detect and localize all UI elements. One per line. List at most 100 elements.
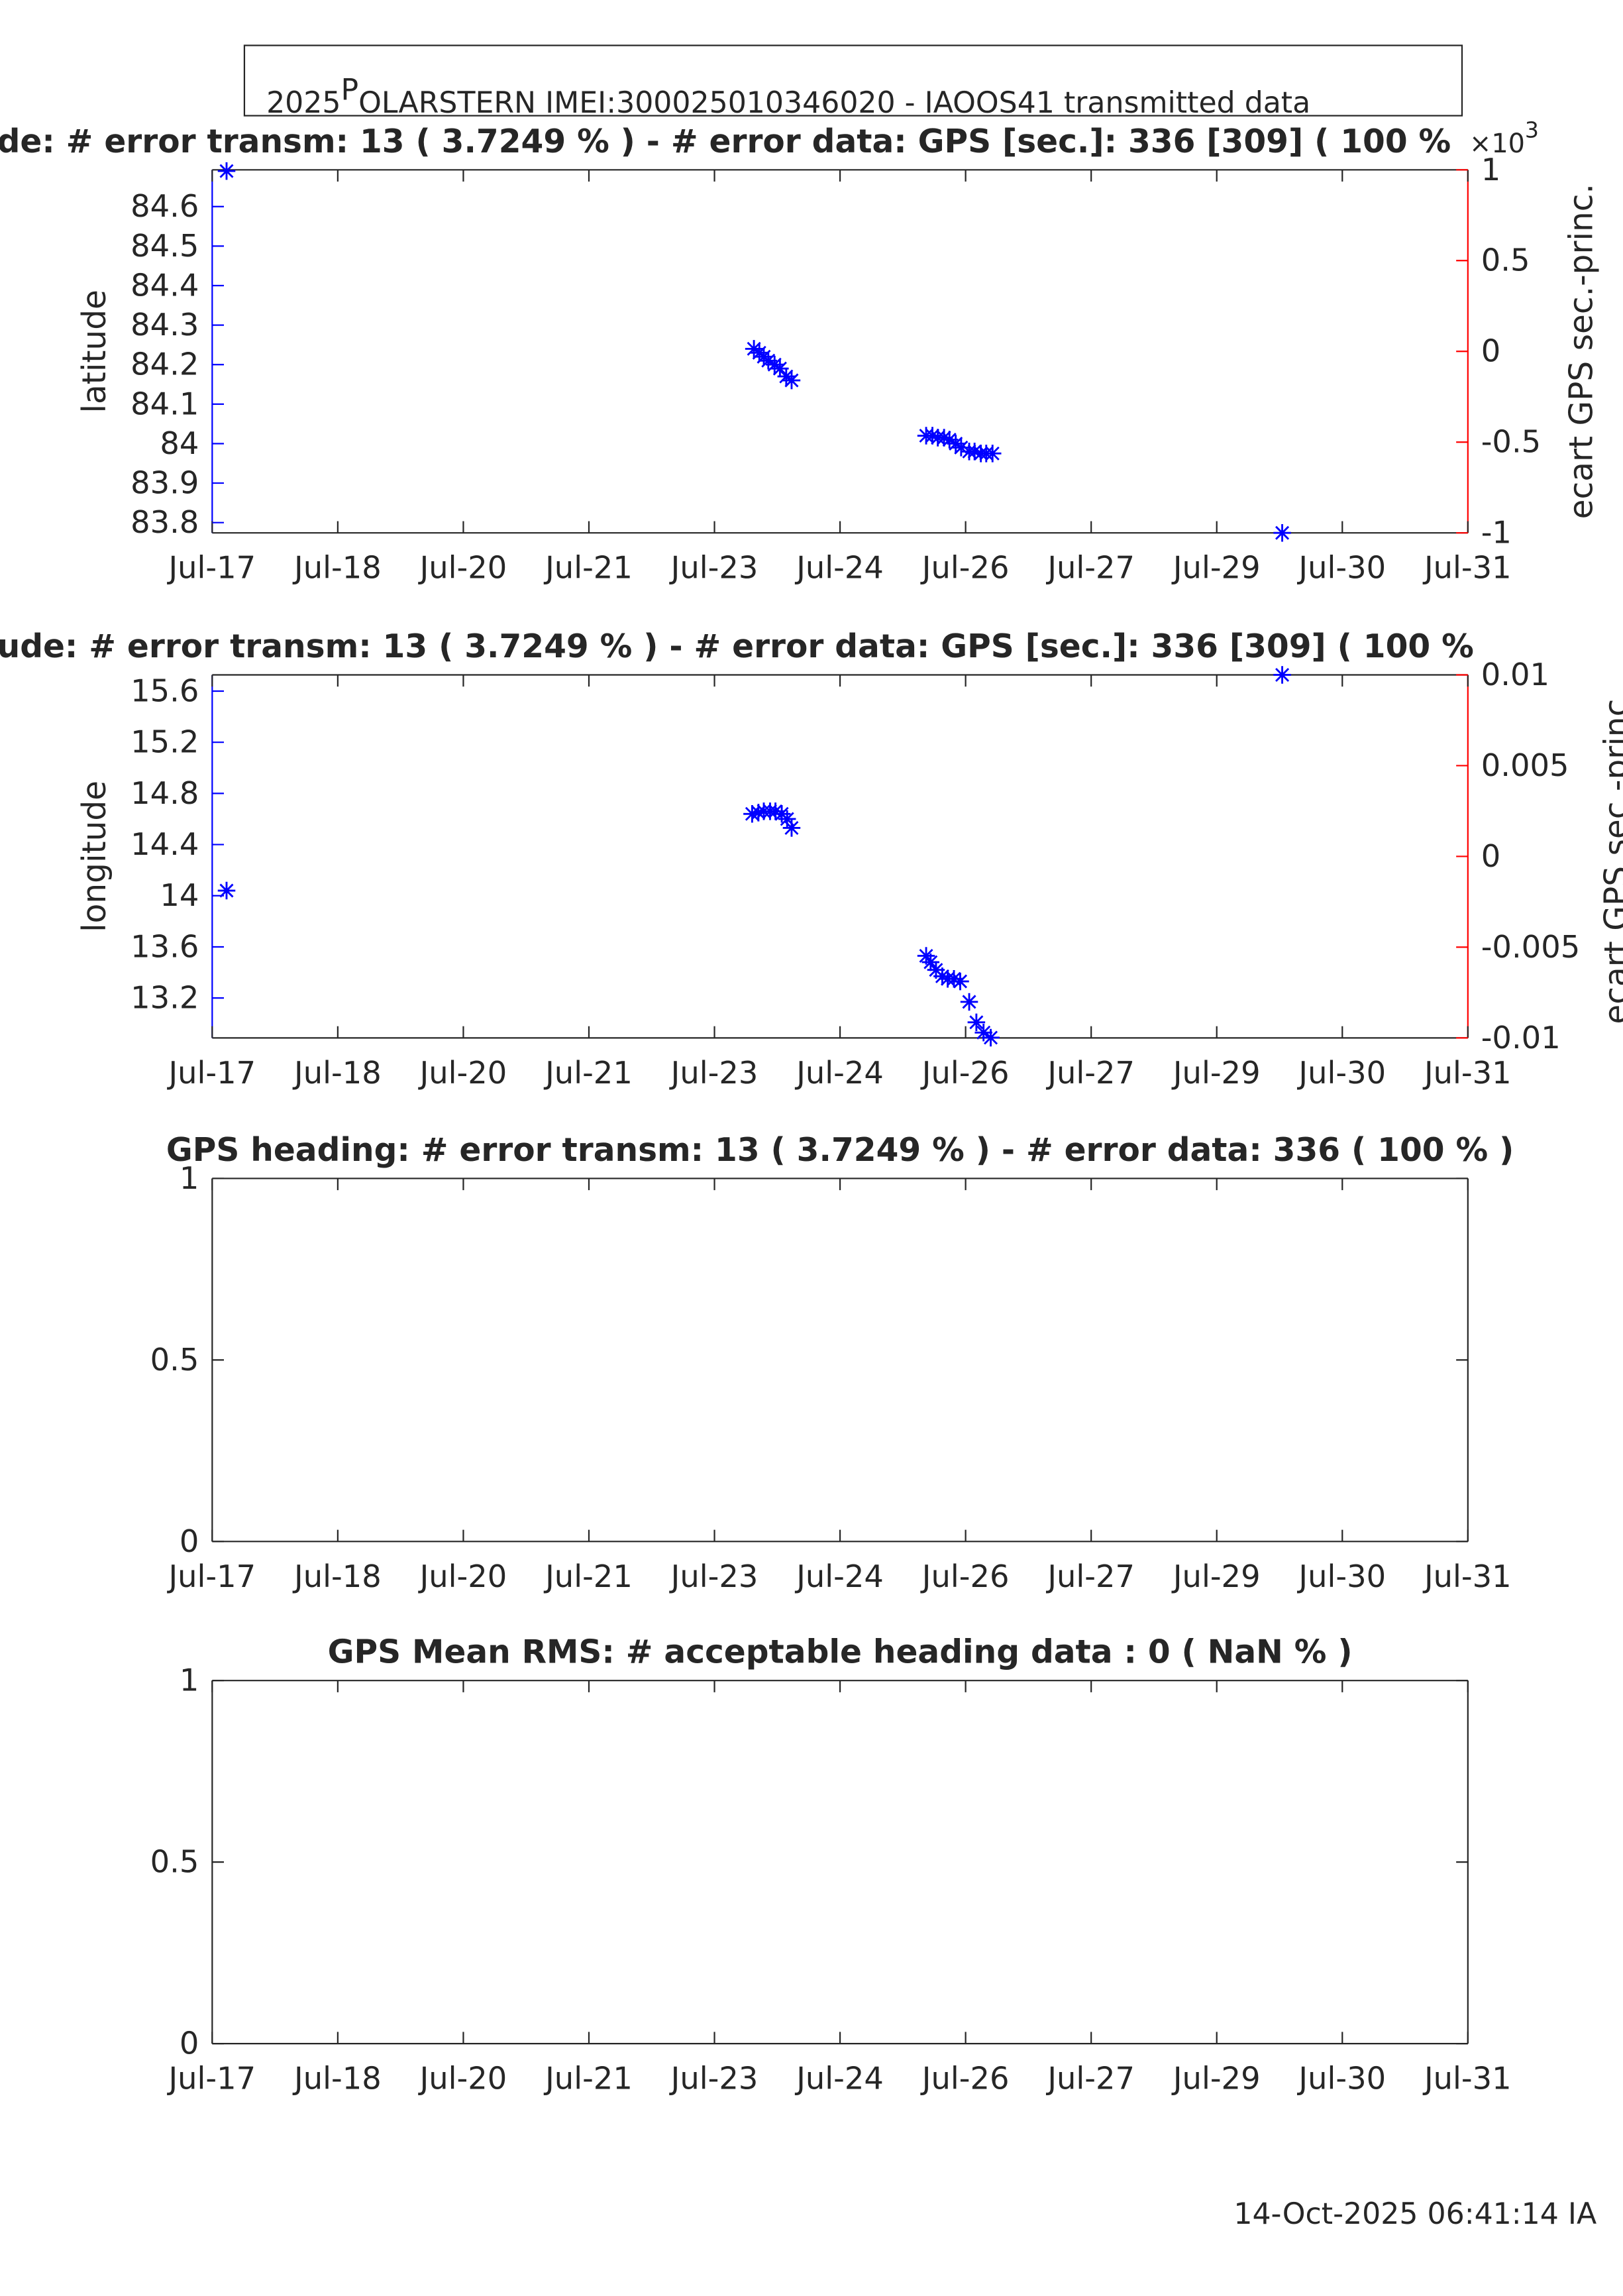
- y-tick-label: 14.8: [131, 775, 199, 811]
- x-tick-label: Jul-21: [543, 2061, 633, 2097]
- data-point: [960, 993, 978, 1011]
- data-point: [778, 810, 796, 828]
- y-tick-label: 1: [180, 1160, 199, 1196]
- y2-factor-base: ×10: [1469, 129, 1525, 159]
- data-point: [217, 881, 236, 900]
- chart-title: GPS Mean RMS: # acceptable heading data …: [328, 1634, 1353, 1671]
- y-tick-label: 84.5: [131, 228, 199, 264]
- y2-tick-label: -0.005: [1481, 929, 1580, 965]
- header: 2025POLARSTERN IMEI:300025010346020 - IA…: [266, 73, 1310, 120]
- y-tick-label: 84.3: [131, 307, 199, 343]
- footer: 14-Oct-2025 06:41:14 IA: [1233, 2197, 1597, 2231]
- y-tick-label: 13.2: [131, 980, 199, 1016]
- data-point: [974, 1024, 992, 1042]
- header-text: P: [340, 73, 358, 107]
- x-tick-label: Jul-31: [1422, 550, 1512, 586]
- x-tick-label: Jul-27: [1045, 2061, 1135, 2097]
- y2-axis-label: ecart GPS sec.-princ.: [1563, 184, 1600, 519]
- y-axis-label: longitude: [76, 781, 113, 932]
- data-point: [777, 367, 796, 386]
- x-tick-label: Jul-30: [1296, 550, 1386, 586]
- data-point: [982, 1028, 1000, 1047]
- x-tick-label: Jul-23: [669, 2061, 759, 2097]
- y-tick-label: 84.4: [131, 267, 199, 303]
- x-tick-label: Jul-21: [543, 1055, 633, 1091]
- x-tick-label: Jul-29: [1171, 550, 1261, 586]
- data-point: [917, 947, 935, 965]
- data-point: [983, 445, 1002, 463]
- x-tick-label: Jul-17: [166, 1558, 256, 1594]
- data-point: [945, 969, 963, 988]
- y2-factor-exponent: 3: [1525, 117, 1539, 143]
- x-tick-label: Jul-24: [794, 1055, 884, 1091]
- x-tick-label: Jul-17: [166, 2061, 256, 2097]
- x-tick-label: Jul-20: [418, 2061, 507, 2097]
- data-point: [933, 967, 951, 985]
- x-tick-label: Jul-18: [292, 2061, 382, 2097]
- y2-tick-label: 1: [1481, 152, 1501, 188]
- header-text: OLARSTERN IMEI:300025010346020 - IAOOS41…: [358, 86, 1310, 120]
- x-tick-label: Jul-20: [418, 1558, 507, 1594]
- x-tick-label: Jul-30: [1296, 1558, 1386, 1594]
- y-tick-label: 83.8: [131, 504, 199, 540]
- y-tick-label: 84.2: [131, 347, 199, 382]
- y-tick-label: 1: [180, 1663, 199, 1698]
- data-point: [743, 805, 761, 823]
- data-point: [927, 961, 945, 979]
- x-tick-label: Jul-24: [794, 2061, 884, 2097]
- x-tick-label: Jul-23: [669, 1558, 759, 1594]
- data-point: [1273, 523, 1291, 542]
- y2-tick-label: 0: [1481, 333, 1501, 369]
- x-tick-label: Jul-26: [920, 1055, 1010, 1091]
- data-point: [745, 340, 763, 358]
- x-tick-label: Jul-20: [418, 550, 507, 586]
- x-tick-label: Jul-29: [1171, 2061, 1261, 2097]
- y-tick-label: 83.9: [131, 465, 199, 501]
- y-axis-label: latitude: [76, 290, 113, 413]
- chart-title: GPS heading: # error transm: 13 ( 3.7249…: [166, 1132, 1514, 1169]
- y2-tick-label: -1: [1481, 515, 1512, 551]
- data-point: [749, 804, 768, 822]
- x-tick-label: Jul-30: [1296, 2061, 1386, 2097]
- x-tick-label: Jul-24: [794, 550, 884, 586]
- x-tick-label: Jul-27: [1045, 550, 1135, 586]
- x-tick-label: Jul-23: [669, 1055, 759, 1091]
- data-point: [967, 1013, 986, 1032]
- data-point: [766, 802, 784, 820]
- chart-title: de: # error transm: 13 ( 3.7249 % ) - # …: [0, 123, 1451, 160]
- x-tick-label: Jul-18: [292, 550, 382, 586]
- chart-title: ude: # error transm: 13 ( 3.7249 % ) - #…: [0, 628, 1474, 665]
- y2-axis-label: ecart GPS sec.-princ.: [1598, 688, 1623, 1024]
- data-point: [947, 435, 965, 453]
- y-tick-label: 0: [180, 1523, 199, 1559]
- x-tick-label: Jul-29: [1171, 1055, 1261, 1091]
- y-tick-label: 15.6: [131, 673, 199, 708]
- y-tick-label: 84.1: [131, 386, 199, 421]
- x-tick-label: Jul-29: [1171, 1558, 1261, 1594]
- data-point: [952, 439, 970, 457]
- x-tick-label: Jul-21: [543, 550, 633, 586]
- data-point: [217, 162, 236, 180]
- x-tick-label: Jul-26: [920, 2061, 1010, 2097]
- x-tick-label: Jul-31: [1422, 1558, 1512, 1594]
- x-tick-label: Jul-26: [920, 550, 1010, 586]
- y-tick-label: 0.5: [150, 1844, 199, 1880]
- x-tick-label: Jul-31: [1422, 1055, 1512, 1091]
- x-tick-label: Jul-18: [292, 1055, 382, 1091]
- y2-tick-label: 0.01: [1481, 657, 1549, 692]
- x-tick-label: Jul-23: [669, 550, 759, 586]
- x-tick-label: Jul-24: [794, 1558, 884, 1594]
- data-point: [765, 355, 784, 374]
- x-tick-label: Jul-17: [166, 550, 256, 586]
- x-tick-label: Jul-31: [1422, 2061, 1512, 2097]
- y2-tick-label: 0: [1481, 838, 1501, 874]
- y2-tick-label: 0.5: [1481, 243, 1530, 278]
- data-point: [1273, 666, 1291, 684]
- x-tick-label: Jul-30: [1296, 1055, 1386, 1091]
- y-tick-label: 15.2: [131, 724, 199, 760]
- y-tick-label: 84: [160, 425, 199, 461]
- y-tick-label: 14: [160, 877, 199, 913]
